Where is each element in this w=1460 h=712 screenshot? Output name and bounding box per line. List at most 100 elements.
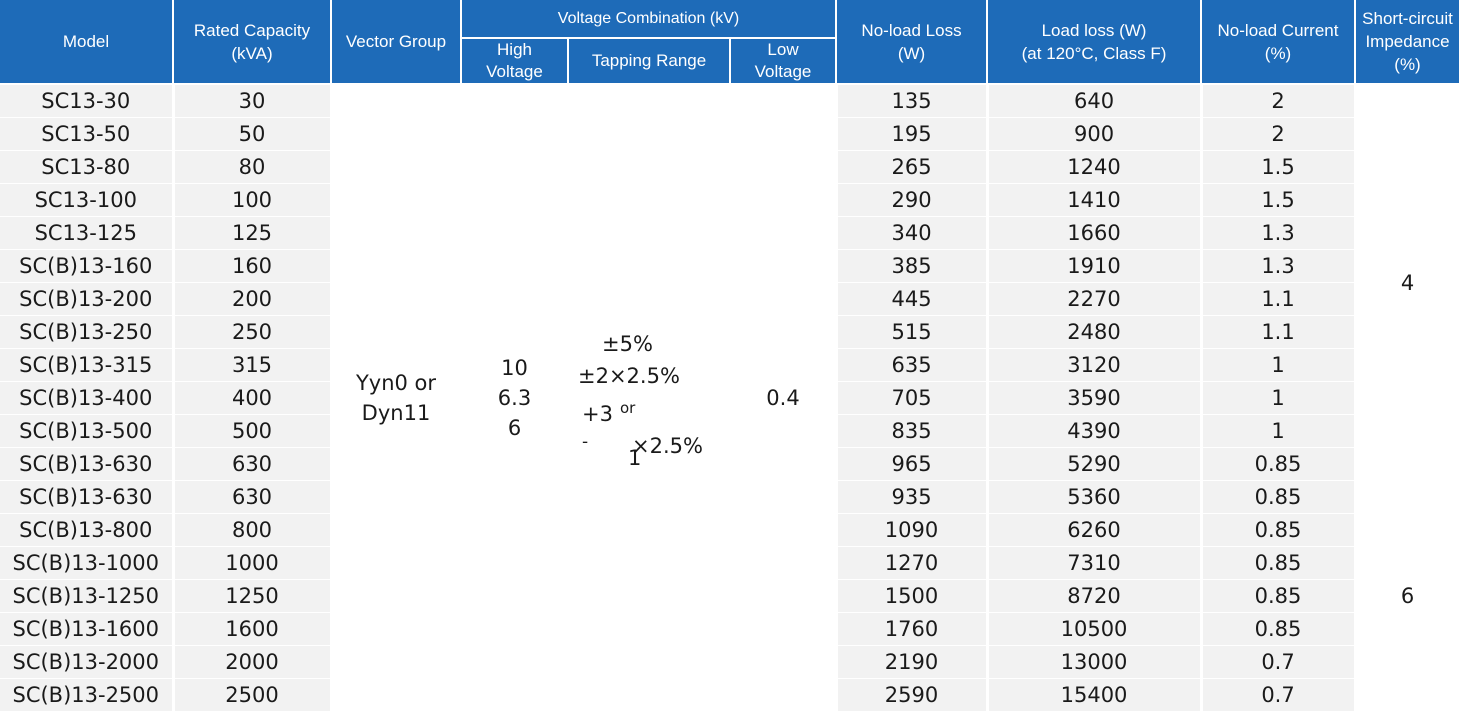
noload-loss-cell: 340	[836, 216, 989, 250]
model-cell: SC(B)13-315	[0, 348, 175, 382]
noload-current-cell: 0.85	[1201, 447, 1357, 481]
tapping-option-3-plus: +3	[582, 402, 613, 426]
noload-current-cell: 0.7	[1201, 678, 1357, 712]
noload-loss-cell: 385	[836, 249, 989, 283]
rated-capacity-cell: 100	[173, 183, 333, 217]
tapping-option-3-minus: -	[582, 432, 589, 452]
table-row: SC(B)13-1000 1000 1270 7310 0.85	[0, 546, 1460, 580]
noload-loss-cell: 1760	[836, 612, 989, 646]
model-cell: SC13-50	[0, 117, 175, 151]
noload-loss-cell: 445	[836, 282, 989, 316]
rated-capacity-cell: 30	[173, 84, 333, 118]
vector-group-line-1: Yyn0 or	[355, 371, 437, 395]
load-loss-cell: 15400	[987, 678, 1203, 712]
low-voltage-cell: 0.4	[730, 84, 838, 712]
header-high-voltage: High Voltage	[461, 38, 569, 85]
rated-capacity-cell: 1250	[173, 579, 333, 613]
tapping-range-cell: ±5% ±2×2.5% +3 or - 1 ×2.5%	[568, 84, 732, 712]
noload-loss-cell: 705	[836, 381, 989, 415]
noload-current-cell: 0.85	[1201, 612, 1357, 646]
noload-current-cell: 2	[1201, 117, 1357, 151]
noload-loss-cell: 835	[836, 414, 989, 448]
rated-capacity-cell: 80	[173, 150, 333, 184]
load-loss-cell: 1410	[987, 183, 1203, 217]
load-loss-cell: 6260	[987, 513, 1203, 547]
noload-current-cell: 1.5	[1201, 150, 1357, 184]
noload-loss-cell: 290	[836, 183, 989, 217]
table-row: SC(B)13-400 400 705 3590 1	[0, 381, 1460, 415]
model-cell: SC(B)13-250	[0, 315, 175, 349]
rated-capacity-cell: 200	[173, 282, 333, 316]
load-loss-cell: 8720	[987, 579, 1203, 613]
load-loss-cell: 13000	[987, 645, 1203, 679]
noload-current-cell: 1	[1201, 414, 1357, 448]
load-loss-cell: 5290	[987, 447, 1203, 481]
noload-loss-cell: 1270	[836, 546, 989, 580]
noload-current-cell: 1	[1201, 381, 1357, 415]
rated-capacity-cell: 125	[173, 216, 333, 250]
model-cell: SC(B)13-630	[0, 447, 175, 481]
header-rated-capacity: Rated Capacity (kVA)	[173, 0, 332, 85]
rated-capacity-cell: 315	[173, 348, 333, 382]
model-cell: SC(B)13-2500	[0, 678, 175, 712]
table-row: SC13-30 30 Yyn0 or Dyn11 10 6.3 6 ±5% ±2×2.5% +3 o…	[0, 84, 1460, 712]
rated-capacity-cell: 1600	[173, 612, 333, 646]
load-loss-cell: 1240	[987, 150, 1203, 184]
load-loss-cell: 640	[987, 84, 1203, 118]
noload-current-cell: 0.85	[1201, 480, 1357, 514]
load-loss-cell: 4390	[987, 414, 1203, 448]
table-row: SC(B)13-1250 1250 1500 8720 0.85	[0, 579, 1460, 613]
table-row: SC(B)13-2000 2000 2190 13000 0.7	[0, 645, 1460, 679]
vector-group-cell: Yyn0 or Dyn11	[331, 84, 463, 712]
rated-capacity-cell: 250	[173, 315, 333, 349]
high-voltage-value-1: 10	[501, 356, 528, 380]
noload-current-cell: 1	[1201, 348, 1357, 382]
load-loss-cell: 2480	[987, 315, 1203, 349]
model-cell: SC(B)13-800	[0, 513, 175, 547]
noload-loss-cell: 1500	[836, 579, 989, 613]
table-row: SC(B)13-630 630 935 5360 0.85 6	[0, 480, 1460, 712]
noload-current-cell: 1.1	[1201, 315, 1357, 349]
load-loss-cell: 5360	[987, 480, 1203, 514]
noload-current-cell: 0.7	[1201, 645, 1357, 679]
noload-current-cell: 1.1	[1201, 282, 1357, 316]
header-vector-group: Vector Group	[331, 0, 462, 85]
header-tapping-range: Tapping Range	[568, 38, 731, 85]
noload-loss-cell: 1090	[836, 513, 989, 547]
high-voltage-cell: 10 6.3 6	[461, 84, 570, 712]
tapping-option-3-minus-value: 1	[628, 446, 642, 470]
header-load-loss: Load loss (W) (at 120°C, Class F)	[987, 0, 1203, 85]
vector-group-line-2: Dyn11	[361, 401, 431, 425]
table-row: SC13-80 80 265 1240 1.5	[0, 150, 1460, 184]
rated-capacity-cell: 400	[173, 381, 333, 415]
model-cell: SC13-125	[0, 216, 175, 250]
model-cell: SC(B)13-2000	[0, 645, 175, 679]
table-row: SC(B)13-800 800 1090 6260 0.85	[0, 513, 1460, 547]
noload-loss-cell: 265	[836, 150, 989, 184]
tapping-option-3-step: ×2.5%	[632, 434, 703, 458]
noload-current-cell: 0.85	[1201, 513, 1357, 547]
load-loss-cell: 7310	[987, 546, 1203, 580]
tapping-range-block: ±5% ±2×2.5% +3 or - 1 ×2.5%	[574, 323, 724, 473]
table-row: SC(B)13-160 160 385 1910 1.3	[0, 249, 1460, 283]
table-row: SC(B)13-200 200 445 2270 1.1	[0, 282, 1460, 316]
noload-loss-cell: 2190	[836, 645, 989, 679]
load-loss-cell: 3120	[987, 348, 1203, 382]
table-row: SC(B)13-500 500 835 4390 1	[0, 414, 1460, 448]
header-noload-loss: No-load Loss (W)	[836, 0, 989, 85]
noload-loss-cell: 195	[836, 117, 989, 151]
table-body: SC13-30 30 Yyn0 or Dyn11 10 6.3 6 ±5% ±2×2.5% +3 o…	[0, 84, 1460, 712]
tapping-option-2: ±2×2.5%	[578, 364, 680, 388]
load-loss-cell: 1910	[987, 249, 1203, 283]
noload-current-cell: 0.85	[1201, 546, 1357, 580]
noload-current-cell: 1.3	[1201, 249, 1357, 283]
table-row: SC(B)13-315 315 635 3120 1	[0, 348, 1460, 382]
tapping-option-1: ±5%	[602, 332, 653, 356]
load-loss-cell: 900	[987, 117, 1203, 151]
header-noload-current: No-load Current (%)	[1201, 0, 1357, 85]
tapping-or-label: or	[620, 399, 636, 417]
high-voltage-value-2: 6.3	[497, 386, 532, 410]
noload-loss-cell: 515	[836, 315, 989, 349]
model-cell: SC13-80	[0, 150, 175, 184]
